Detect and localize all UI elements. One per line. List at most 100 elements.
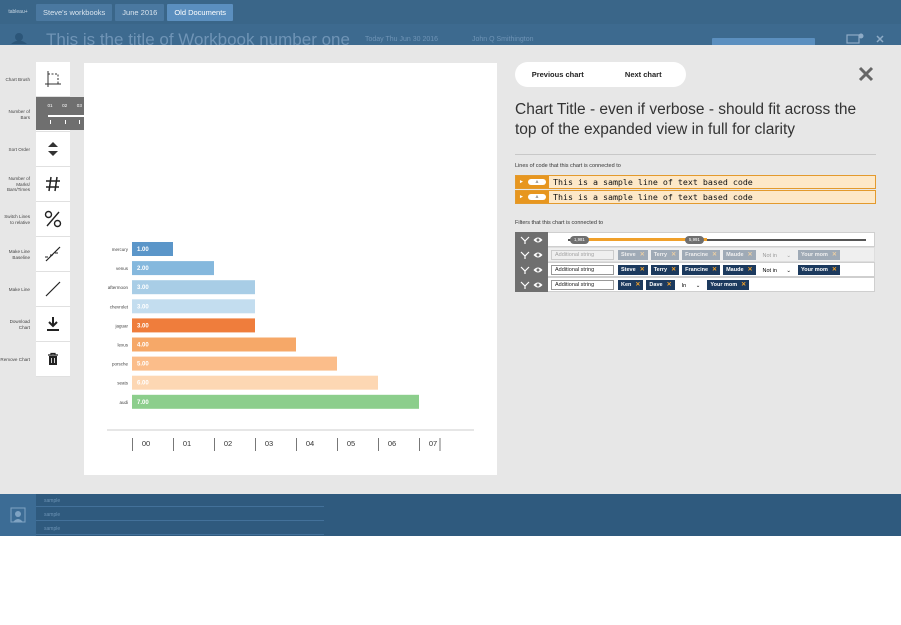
- eye-icon[interactable]: [533, 266, 543, 274]
- data-label: 7.00: [137, 400, 149, 406]
- dashed-line-icon[interactable]: [36, 237, 70, 272]
- range-min-handle[interactable]: 1,981: [570, 236, 589, 244]
- filter-operator-select[interactable]: In ⌄: [677, 279, 705, 290]
- chart-panel: mercury 1.00 venus 2.00 aftermoon 3.00 chevrol…: [84, 63, 497, 475]
- filter-field-input[interactable]: Additional string: [551, 264, 614, 275]
- background-bottom-panel: [0, 494, 901, 536]
- data-label: 1.00: [137, 247, 149, 253]
- next-chart-button[interactable]: Next chart: [624, 70, 662, 79]
- code-badge: A: [527, 194, 546, 200]
- breadcrumb-folder[interactable]: Old Documents: [167, 3, 234, 21]
- filter-row-icons: [515, 247, 548, 262]
- data-label: 4.00: [137, 343, 149, 349]
- filter-row: Additional string Steve ✕ Terry ✕ Francine ✕ Ma…: [515, 247, 875, 262]
- close-icon[interactable]: [858, 66, 874, 82]
- remove-tag-icon[interactable]: ✕: [741, 281, 747, 288]
- filter-tag: Terry ✕: [650, 264, 680, 275]
- background-row: sample: [36, 522, 324, 535]
- tool-label: Make Line: [8, 286, 30, 292]
- data-label: 2.00: [137, 266, 149, 272]
- hash-icon[interactable]: [36, 167, 70, 202]
- tool-label: Remove Chart: [0, 356, 30, 362]
- range-filter[interactable]: 1,981 5,991: [548, 232, 875, 247]
- remove-tag-icon[interactable]: ✕: [747, 266, 753, 273]
- filter-field-input[interactable]: Additional string: [551, 249, 614, 260]
- chevron-down-icon: ⌄: [784, 267, 792, 274]
- filter-operator-select[interactable]: Not in ⌄: [758, 249, 796, 260]
- expand-arrow-icon: ►: [519, 194, 524, 200]
- workbook-author: John Q Smithington: [472, 36, 534, 43]
- range-selection: [586, 238, 707, 241]
- filter-tag: Your mom ✕: [707, 279, 750, 290]
- remove-tag-icon[interactable]: ✕: [639, 266, 645, 273]
- background-row: sample: [36, 494, 324, 507]
- remove-tag-icon[interactable]: ✕: [747, 251, 753, 258]
- slider-tick: [64, 120, 66, 124]
- filter-icon[interactable]: [520, 236, 530, 244]
- code-line[interactable]: ► A This is a sample line of text based …: [515, 175, 876, 189]
- breadcrumb-workbooks[interactable]: Steve's workbooks: [36, 3, 113, 21]
- filter-operator-select[interactable]: Not in ⌄: [758, 264, 796, 275]
- sort-order-icon[interactable]: [36, 132, 70, 167]
- remove-tag-icon[interactable]: ✕: [712, 266, 718, 273]
- filter-tag: Francine ✕: [682, 264, 721, 275]
- code-line-handle[interactable]: ► A: [516, 191, 549, 203]
- category-label: chevrolet: [110, 304, 129, 309]
- tool-label: Number of Marks/ Bars/Times: [6, 176, 30, 193]
- x-tick-label: 02: [224, 439, 232, 448]
- previous-chart-button[interactable]: Previous chart: [531, 70, 584, 79]
- filter-row: Additional string Ken ✕ Dave ✕ In ⌄ Your mom ✕: [515, 277, 875, 292]
- workbook-date: Today Thu Jun 30 2016: [365, 36, 439, 43]
- filter-row-icons: [515, 262, 548, 277]
- remove-tag-icon[interactable]: ✕: [671, 266, 677, 273]
- remove-tag-icon[interactable]: ✕: [712, 251, 718, 258]
- filter-field-input[interactable]: Additional string: [551, 279, 614, 290]
- eye-icon[interactable]: [533, 281, 543, 289]
- background-row: sample: [36, 508, 324, 521]
- range-track: [568, 239, 866, 241]
- filter-tag: Maude ✕: [723, 264, 756, 275]
- filter-icon[interactable]: [520, 251, 530, 259]
- remove-tag-icon[interactable]: ✕: [831, 266, 837, 273]
- tool-make-baseline: Make Line Baseline: [0, 237, 70, 272]
- code-badge: A: [527, 179, 546, 185]
- category-label: audi: [119, 400, 128, 405]
- remove-tag-icon[interactable]: ✕: [639, 251, 645, 258]
- expand-arrow-icon: ►: [519, 179, 524, 185]
- filter-row: Additional string Steve ✕ Terry ✕ Francine ✕ Ma…: [515, 262, 875, 277]
- code-line[interactable]: ► A This is a sample line of text based …: [515, 190, 876, 204]
- breadcrumb-month[interactable]: June 2016: [115, 3, 165, 21]
- eye-icon[interactable]: [533, 236, 543, 244]
- remove-tag-icon[interactable]: ✕: [831, 251, 837, 258]
- category-label: venus: [116, 266, 129, 271]
- chart-brush-icon[interactable]: [36, 62, 70, 97]
- category-label: lexus: [117, 343, 128, 348]
- eye-icon[interactable]: [533, 251, 543, 259]
- chart-bar: [132, 299, 255, 314]
- remove-tag-icon[interactable]: ✕: [635, 281, 641, 288]
- tool-switch-relative: Switch Lines to relative: [0, 202, 70, 237]
- filter-icon[interactable]: [520, 266, 530, 274]
- filter-tag-label: Your mom: [710, 281, 738, 288]
- chart-bar: [132, 356, 337, 371]
- filter-row-icons: [515, 277, 548, 292]
- tool-download-chart: Download Chart: [0, 307, 70, 342]
- remove-tag-icon[interactable]: ✕: [666, 281, 672, 288]
- tool-label: Switch Lines to relative: [4, 214, 30, 225]
- percent-icon[interactable]: [36, 202, 70, 237]
- data-label: 6.00: [137, 381, 149, 387]
- filter-icon[interactable]: [520, 281, 530, 289]
- x-tick-label: 07: [429, 439, 437, 448]
- download-icon[interactable]: [36, 307, 70, 342]
- filter-tag: Steve ✕: [618, 264, 648, 275]
- code-line-handle[interactable]: ► A: [516, 176, 549, 188]
- filter-operator-label: Not in: [762, 267, 777, 274]
- category-label: mercury: [112, 247, 129, 252]
- range-max-handle[interactable]: 5,991: [685, 236, 704, 244]
- line-icon[interactable]: [36, 272, 70, 307]
- data-label: 5.00: [137, 362, 149, 368]
- filter-tag: Steve ✕: [618, 249, 648, 260]
- trash-icon[interactable]: [36, 342, 70, 377]
- remove-tag-icon[interactable]: ✕: [671, 251, 677, 258]
- chart-toolbar: Chart Brush Number of Bars Sort Order Nu…: [0, 62, 70, 377]
